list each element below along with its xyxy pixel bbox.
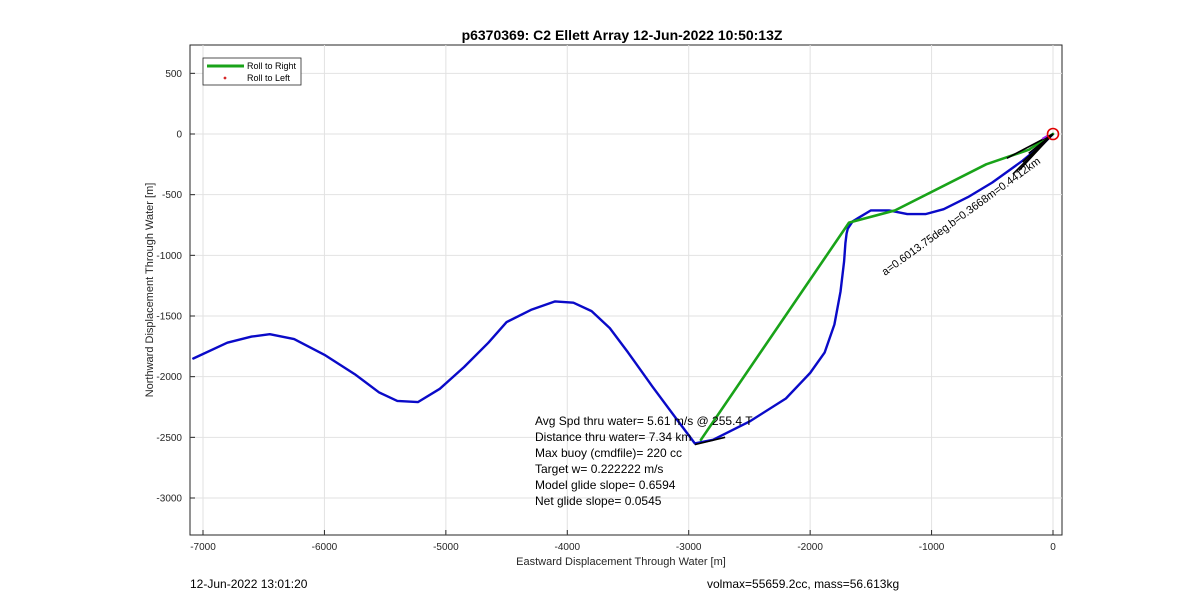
y-tick-label: 500	[165, 69, 182, 80]
stat-target-w: Target w= 0.222222 m/s	[535, 462, 663, 476]
legend-box	[202, 57, 302, 86]
plot-area	[189, 44, 1063, 536]
chart-title: p6370369: C2 Ellett Array 12-Jun-2022 10…	[462, 27, 783, 43]
y-axis-label: Northward Displacement Through Water [m]	[144, 183, 156, 398]
y-tick-label: -1500	[156, 312, 182, 323]
y-axis-ticks: 500 0 -500 -1000 -1500 -2000 -2500 -3000	[156, 69, 195, 505]
x-tick-label: -4000	[554, 542, 580, 553]
start-marker	[1046, 127, 1060, 141]
x-axis-label: Eastward Displacement Through Water [m]	[516, 556, 726, 568]
stat-distance: Distance thru water= 7.34 km	[535, 430, 691, 444]
stats-block: Avg Spd thru water= 5.61 m/s @ 255.4 T D…	[535, 414, 753, 508]
y-tick-label: -2000	[156, 372, 182, 383]
legend-label-roll-right: Roll to Right	[247, 61, 297, 71]
y-tick-label: -2500	[156, 433, 182, 444]
legend-label-roll-left: Roll to Left	[247, 73, 291, 83]
x-tick-label: -3000	[676, 542, 702, 553]
y-tick-label: -3000	[156, 494, 182, 505]
stat-max-buoy: Max buoy (cmdfile)= 220 cc	[535, 446, 682, 460]
dive-end-segment	[694, 436, 726, 446]
x-tick-label: -6000	[312, 542, 338, 553]
grid	[190, 45, 1062, 535]
stat-avg-speed: Avg Spd thru water= 5.61 m/s @ 255.4 T	[535, 414, 753, 428]
x-tick-label: -7000	[190, 542, 216, 553]
series-roll-right-line	[699, 132, 1055, 442]
footer-volmax-mass: volmax=55659.2cc, mass=56.613kg	[707, 577, 899, 591]
data-series	[192, 132, 1055, 446]
legend: Roll to Right Roll to Left	[202, 57, 302, 86]
y-tick-label: 0	[176, 130, 182, 141]
x-tick-label: -2000	[797, 542, 823, 553]
x-tick-label: -1000	[919, 542, 945, 553]
stat-model-glide: Model glide slope= 0.6594	[535, 478, 676, 492]
stat-net-glide: Net glide slope= 0.0545	[535, 494, 662, 508]
legend-swatch-roll-left	[223, 76, 227, 80]
y-tick-label: -1000	[156, 251, 182, 262]
x-tick-label: -5000	[433, 542, 459, 553]
y-tick-label: -500	[162, 190, 182, 201]
x-axis-ticks: -7000 -6000 -5000 -4000 -3000 -2000 -1000 0	[190, 530, 1056, 553]
x-tick-label: 0	[1050, 542, 1056, 553]
footer-timestamp: 12-Jun-2022 13:01:20	[190, 577, 308, 591]
series-track-line	[192, 132, 1055, 445]
glide-vector-line	[1006, 133, 1054, 159]
